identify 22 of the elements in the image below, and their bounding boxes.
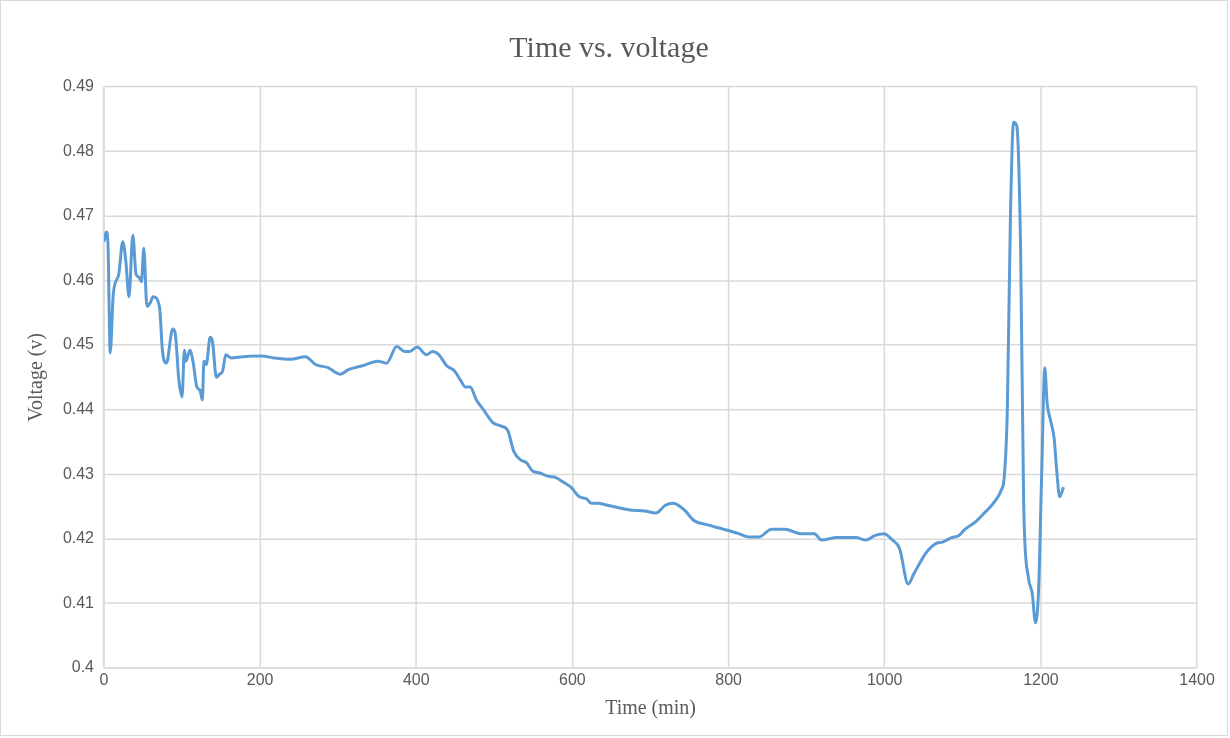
y-tick-label: 0.44 bbox=[62, 400, 95, 418]
x-tick-label: 400 bbox=[402, 670, 430, 688]
x-tick-label: 1000 bbox=[866, 670, 903, 688]
y-tick-label: 0.45 bbox=[62, 335, 95, 353]
x-tick-label: 800 bbox=[715, 670, 743, 688]
x-tick-label: 200 bbox=[246, 670, 274, 688]
line-series bbox=[103, 120, 1066, 625]
y-tick-label: 0.42 bbox=[62, 529, 95, 547]
y-tick-label: 0.46 bbox=[62, 270, 95, 288]
x-tick-label: 1200 bbox=[1023, 670, 1059, 688]
y-tick-label: 0.4 bbox=[71, 658, 95, 676]
x-tick-label: 600 bbox=[559, 670, 586, 688]
y-tick-label: 0.49 bbox=[62, 77, 95, 95]
y-tick-label: 0.47 bbox=[62, 206, 95, 224]
y-tick-label: 0.41 bbox=[62, 593, 95, 611]
x-tick-label: 1400 bbox=[1179, 670, 1215, 688]
y-tick-label: 0.43 bbox=[62, 464, 95, 482]
y-tick-label: 0.48 bbox=[62, 141, 95, 159]
x-axis-title: Time (min) bbox=[605, 696, 696, 720]
x-tick-label: 0 bbox=[99, 670, 109, 688]
y-axis-title: Voltage (v) bbox=[24, 333, 48, 422]
chart-title: Time vs. voltage bbox=[509, 29, 709, 63]
